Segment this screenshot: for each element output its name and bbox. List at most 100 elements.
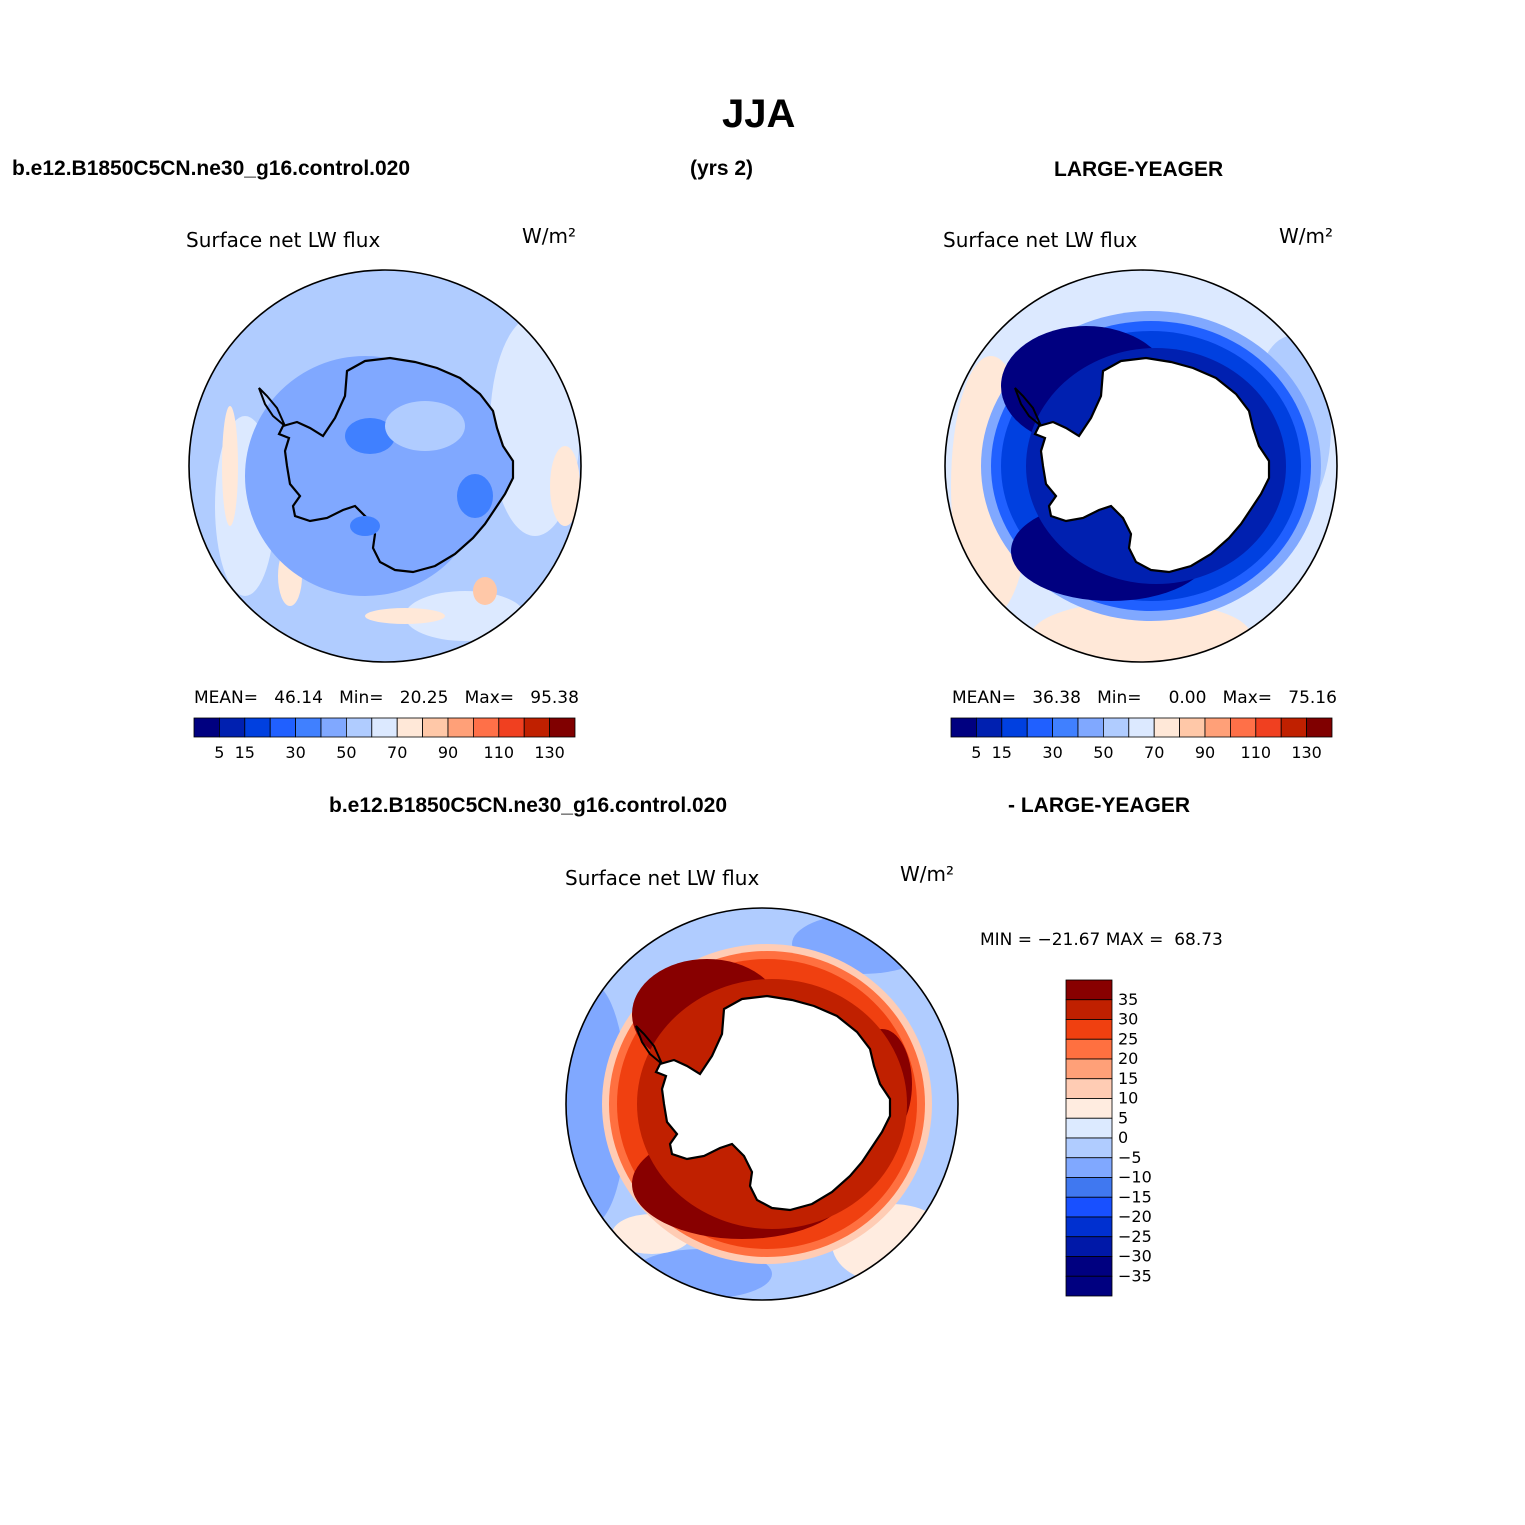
- panel3-colorbar-swatch-11: [1065, 1196, 1113, 1218]
- panel1-colorbar-tick-5: 90: [438, 743, 458, 762]
- page-title: JJA: [722, 92, 796, 136]
- panel3-antarctica-coast: [654, 994, 892, 1212]
- panel2-mean-label: MEAN=: [952, 688, 1016, 708]
- panel2-colorbar-swatch-0: [950, 717, 977, 738]
- panel1-colorbar-tick-7: 130: [534, 743, 565, 762]
- panel2-max-value: 75.16: [1288, 688, 1337, 708]
- panel1-map: [188, 269, 582, 663]
- panel2-colorbar-swatch-3: [1026, 717, 1053, 738]
- panel2-min-value: 0.00: [1168, 688, 1207, 708]
- panel1-contour-5: [365, 608, 445, 624]
- panel1-colorbar-swatch-6: [345, 717, 373, 738]
- panel2-colorbar-tick-6: 110: [1241, 743, 1272, 762]
- panel3-colorbar-swatch-3: [1065, 1038, 1113, 1060]
- panel3-colorbar-tick-3: 20: [1118, 1049, 1138, 1068]
- panel1-colorbar-swatch-4: [295, 717, 322, 738]
- panel1-colorbar-tick-3: 50: [336, 743, 356, 762]
- panel3-colorbar-tick-12: −25: [1118, 1227, 1152, 1246]
- panel3-max-label: MAX =: [1105, 930, 1164, 950]
- panel3-colorbar-swatch-6: [1065, 1098, 1113, 1119]
- panel2-mean-value: 36.38: [1032, 688, 1081, 708]
- panel1-colorbar-swatch-5: [320, 717, 347, 738]
- panel2-boundary: [944, 269, 1338, 663]
- panel1-colorbar-swatch-3: [269, 717, 297, 738]
- panel3-colorbar-swatch-4: [1065, 1058, 1113, 1080]
- diff-reference-label: - LARGE-YEAGER: [1008, 794, 1191, 817]
- panel1-colorbar-tick-6: 110: [484, 743, 515, 762]
- panel1-colorbar-tick-4: 70: [387, 743, 407, 762]
- panel3-colorbar-tick-7: 0: [1118, 1128, 1128, 1147]
- panel1-field: [189, 270, 581, 662]
- panel2-colorbar-swatch-1: [976, 717, 1003, 738]
- panel2-colorbar-tick-3: 50: [1093, 743, 1113, 762]
- panel1-colorbar-swatch-14: [549, 717, 576, 738]
- panel3-stats: MIN = −21.67 MAX = 68.73: [980, 930, 1223, 950]
- years-label: (yrs 2): [690, 157, 754, 180]
- panel1-max-value: 95.38: [530, 688, 579, 708]
- panel1-colorbar-swatch-9: [422, 717, 449, 738]
- panel3-colorbar-swatch-7: [1065, 1117, 1113, 1139]
- panel2-colorbar-tick-0: 5: [971, 743, 981, 762]
- panel3-colorbar-tick-1: 30: [1118, 1010, 1138, 1029]
- panel1-contour-7: [473, 577, 497, 605]
- panel2-colorbar-tick-2: 30: [1042, 743, 1062, 762]
- panel2-stats: MEAN= 36.38 Min= 0.00 Max= 75.16: [952, 688, 1337, 708]
- panel2-min-label: Min=: [1097, 688, 1142, 708]
- panel1-colorbar-swatch-11: [472, 717, 500, 738]
- panel2-title: Surface net LW flux: [943, 228, 1138, 252]
- panel1-colorbar-tick-2: 30: [285, 743, 305, 762]
- panel3-colorbar-tick-11: −20: [1118, 1207, 1152, 1226]
- panel1-mean-label: MEAN=: [194, 688, 258, 708]
- panel2-peninsula-coast: [1014, 387, 1042, 427]
- panel1-boundary: [188, 269, 582, 663]
- panel2-colorbar: 5 15 30 50 70 90 110 130: [950, 717, 1333, 762]
- panel2-units: W/m²: [1279, 224, 1334, 248]
- panel1-title: Surface net LW flux: [186, 228, 381, 252]
- panel1-min-value: 20.25: [399, 688, 449, 708]
- panel2-colorbar-swatch-9: [1179, 717, 1206, 738]
- panel2-field: [945, 270, 1337, 662]
- panel1-peninsula-coast: [258, 387, 286, 427]
- panel3-colorbar-tick-14: −35: [1118, 1266, 1152, 1285]
- panel3-colorbar-tick-2: 25: [1118, 1029, 1138, 1048]
- panel1-land-contour-1: [457, 474, 493, 518]
- panel3-colorbar-tick-13: −30: [1118, 1247, 1152, 1266]
- panel3-colorbar-swatch-12: [1065, 1216, 1113, 1238]
- panel1-land-contour-2: [385, 401, 465, 451]
- panel1-land-contour-3: [350, 516, 380, 536]
- reference-label: LARGE-YEAGER: [1054, 158, 1224, 181]
- panel1-colorbar-tick-0: 5: [214, 743, 224, 762]
- panel1-contour-3: [222, 406, 238, 526]
- panel2-colorbar-swatch-4: [1052, 717, 1079, 738]
- panel1-colorbar: 5 15 30 50 70 90 110 130: [193, 717, 576, 762]
- panel2-antarctica-coast: [1033, 356, 1271, 574]
- panel2-colorbar-tick-1: 15: [992, 743, 1012, 762]
- panel2-colorbar-tick-4: 70: [1144, 743, 1164, 762]
- panel3-colorbar-swatch-2: [1065, 1019, 1113, 1040]
- panel3-min-label: MIN =: [980, 930, 1033, 950]
- panel3-colorbar-swatch-0: [1065, 979, 1113, 1001]
- panel3-colorbar-tick-5: 10: [1118, 1089, 1138, 1108]
- panel2-colorbar-swatch-11: [1230, 717, 1257, 738]
- panel3-colorbar-tick-0: 35: [1118, 990, 1138, 1009]
- panel1-colorbar-swatch-1: [218, 717, 246, 738]
- panel2-colorbar-swatch-12: [1255, 717, 1282, 738]
- panel2-colorbar-swatch-13: [1280, 717, 1307, 738]
- panel3-colorbar-tick-6: 5: [1118, 1108, 1128, 1127]
- panel1-colorbar-swatch-10: [447, 717, 474, 738]
- panel2-max-label: Max=: [1222, 688, 1273, 708]
- panel2-colorbar-swatch-5: [1077, 717, 1104, 738]
- panel1-units: W/m²: [522, 224, 577, 248]
- panel3-colorbar-swatch-1: [1065, 999, 1113, 1020]
- panel3-min-value: −21.67: [1037, 930, 1101, 950]
- panel2-colorbar-swatch-6: [1103, 717, 1130, 738]
- panel3-colorbar-swatch-8: [1065, 1137, 1113, 1159]
- panel1-colorbar-swatch-12: [498, 717, 525, 738]
- panel2-colorbar-tick-7: 130: [1291, 743, 1322, 762]
- diff-case-label: b.e12.B1850C5CN.ne30_g16.control.020: [329, 794, 728, 817]
- panel3-peninsula-coast: [635, 1025, 663, 1065]
- panel1-mean-value: 46.14: [274, 688, 323, 708]
- panel3-boundary: [565, 907, 959, 1301]
- panel3-colorbar-swatch-9: [1065, 1157, 1113, 1178]
